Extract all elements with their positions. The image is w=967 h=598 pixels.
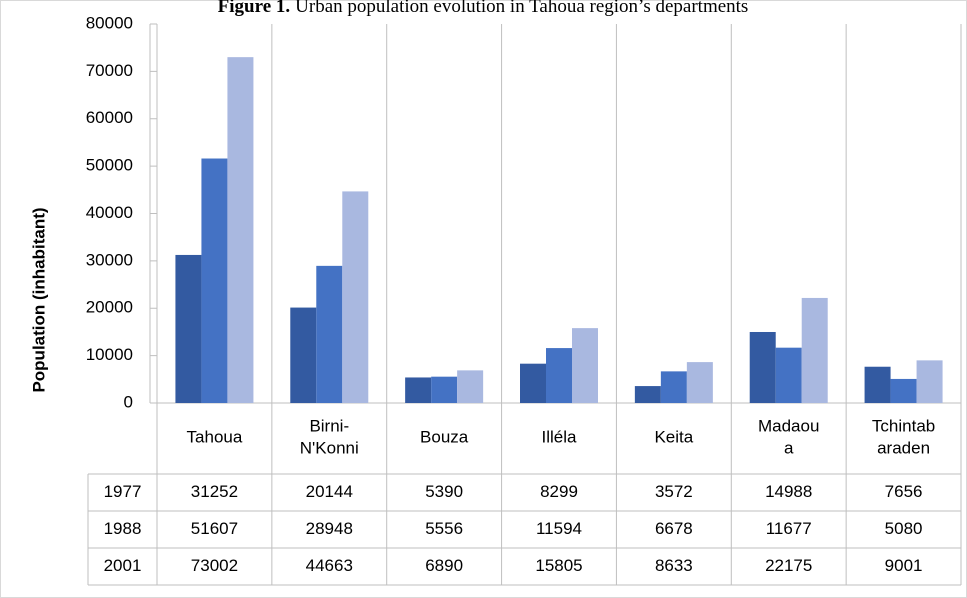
x-tick-label-line: Bouza — [420, 428, 469, 447]
bar — [175, 254, 202, 403]
table-value: 73002 — [191, 556, 238, 575]
y-tick-label: 30000 — [86, 250, 133, 269]
table-value: 5390 — [425, 482, 463, 501]
y-tick-label: 20000 — [86, 298, 133, 317]
y-tick-label: 10000 — [86, 345, 133, 364]
bar — [749, 331, 776, 403]
table-value: 3572 — [655, 482, 693, 501]
bar — [520, 363, 546, 403]
bar — [227, 57, 254, 404]
legend-label: 1988 — [104, 519, 142, 538]
bar — [916, 360, 943, 403]
x-tick-label-line: araden — [877, 439, 930, 458]
chart-title-group: Figure 1. Urban population evolution in T… — [218, 0, 749, 17]
x-tick-label: Tchintab araden — [872, 417, 935, 458]
x-tick-label-line: Birni- — [309, 417, 349, 436]
bar — [864, 366, 891, 403]
bar — [546, 348, 572, 403]
bar — [431, 376, 458, 403]
x-tick-label: Keita — [654, 428, 693, 447]
table-value: 8299 — [540, 482, 578, 501]
y-axis-title: Population (inhabitant) — [29, 207, 48, 392]
bar — [316, 265, 343, 403]
legend-label: 2001 — [104, 556, 142, 575]
x-tick-label: Tahoua — [187, 428, 243, 447]
x-tick-label-line: a — [784, 439, 794, 458]
bar — [201, 158, 228, 403]
table-value: 9001 — [885, 556, 923, 575]
table-value: 31252 — [191, 482, 238, 501]
table-value: 7656 — [885, 482, 923, 501]
bar — [660, 371, 687, 403]
legend-label: 1977 — [104, 482, 142, 501]
table-value: 11594 — [536, 519, 582, 538]
table-value: 51607 — [191, 519, 238, 538]
x-tick-label-line: Madaou — [758, 417, 819, 436]
table-value: 5556 — [425, 519, 463, 538]
y-tick-label: 60000 — [86, 108, 133, 127]
table-value: 8633 — [655, 556, 693, 575]
x-tick-label-line: N'Konni — [300, 439, 359, 458]
table-value: 5080 — [885, 519, 923, 538]
x-tick-label-line: Illéla — [542, 428, 578, 447]
bar — [405, 377, 432, 403]
x-tick-label: Birni- N'Konni — [300, 417, 359, 458]
y-tick-label: 80000 — [86, 13, 133, 32]
x-tick-label: Bouza — [420, 428, 469, 447]
table-value: 6890 — [425, 556, 463, 575]
table-value: 14988 — [765, 482, 812, 501]
y-tick-label: 40000 — [86, 203, 133, 222]
bar — [801, 297, 828, 403]
bar — [290, 307, 317, 403]
table-value: 6678 — [655, 519, 693, 538]
bar — [572, 328, 598, 403]
table-value: 44663 — [306, 556, 353, 575]
y-tick-label: 70000 — [86, 61, 133, 80]
x-tick-label-line: Keita — [654, 428, 693, 447]
bar — [775, 347, 802, 403]
bar — [686, 362, 713, 403]
table-value: 22175 — [765, 556, 812, 575]
x-tick-label: Madaou a — [758, 417, 819, 458]
table-value: 11677 — [766, 519, 812, 538]
y-tick-label: 0 — [124, 392, 133, 411]
table-value: 15805 — [535, 556, 582, 575]
bar — [457, 370, 484, 403]
bar — [342, 191, 369, 403]
chart-title: Urban population evolution in Tahoua reg… — [295, 0, 748, 17]
chart-title-label: Figure 1. — [218, 0, 290, 17]
table-value: 20144 — [306, 482, 353, 501]
table-value: 28948 — [306, 519, 353, 538]
bar — [890, 378, 917, 403]
x-tick-label-line: Tchintab — [872, 417, 935, 436]
y-tick-label: 50000 — [86, 156, 133, 175]
bar — [634, 386, 661, 403]
x-tick-label: Illéla — [542, 428, 578, 447]
x-tick-label-line: Tahoua — [187, 428, 243, 447]
